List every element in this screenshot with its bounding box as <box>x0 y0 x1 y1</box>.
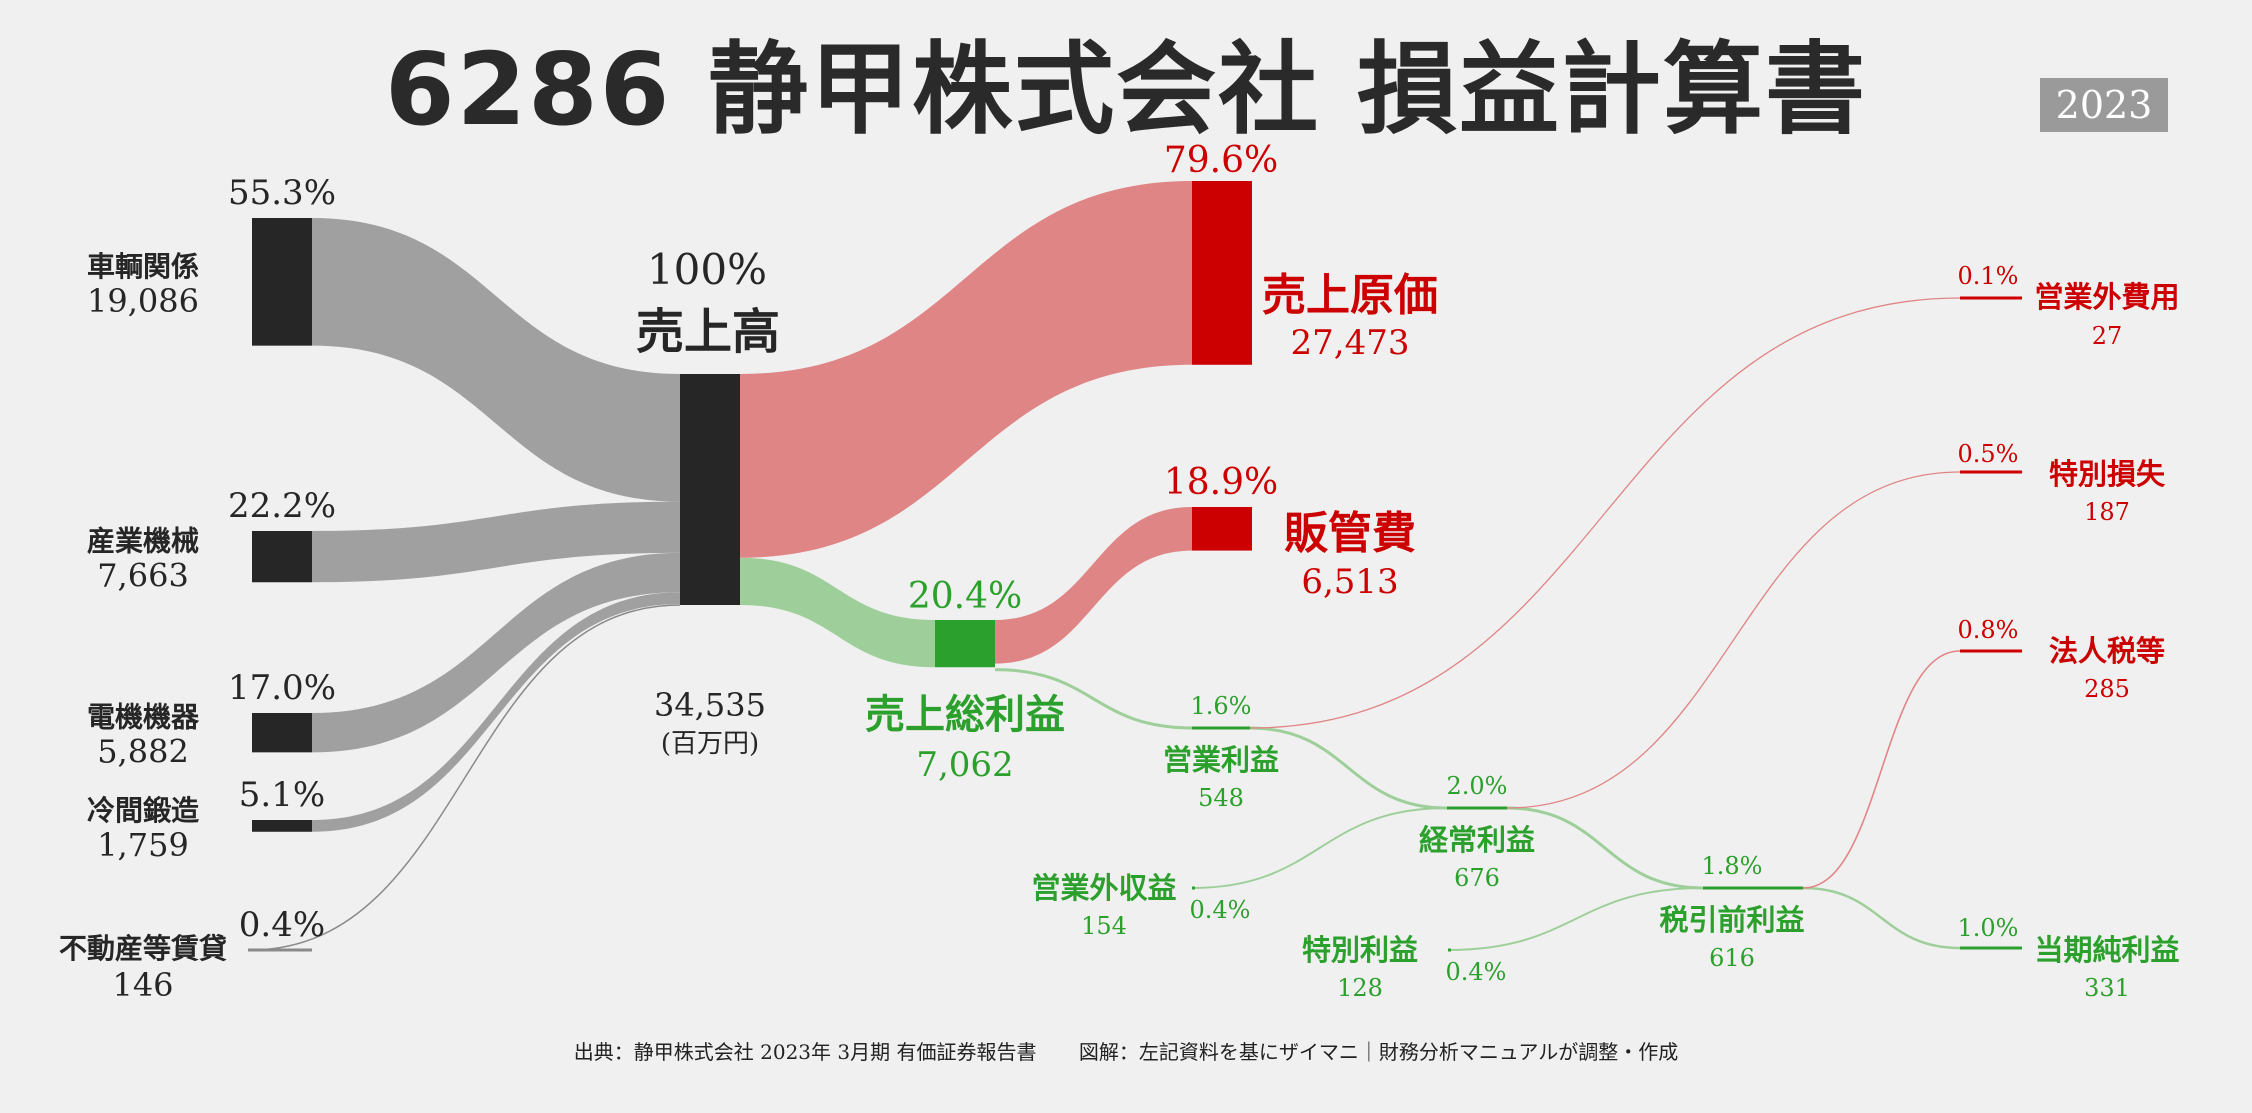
pct-operating-profit: 1.6% <box>1191 692 1252 720</box>
node-sga <box>1192 507 1252 551</box>
flow-vehicle <box>312 218 680 502</box>
value-industrial: 7,663 <box>97 557 189 595</box>
label-revenue: 売上高 <box>636 304 780 360</box>
value-realestate: 146 <box>112 966 173 1004</box>
node-vehicle <box>252 218 312 346</box>
label-industrial: 産業機械 <box>87 525 199 558</box>
label-sga: 販管費 <box>1284 508 1416 559</box>
flow-op-to-ordinary <box>1249 726 1448 810</box>
value-non-op-income: 154 <box>1081 912 1127 940</box>
label-ext-loss: 特別損失 <box>2049 457 2166 491</box>
value-ordinary-profit: 676 <box>1454 864 1500 892</box>
pct-revenue: 100% <box>647 245 767 294</box>
value-sga: 6,513 <box>1301 562 1398 602</box>
pct-cogs: 79.6% <box>1164 140 1278 181</box>
pct-ext-loss: 0.5% <box>1958 440 2019 468</box>
value-operating-profit: 548 <box>1198 784 1244 812</box>
pct-tax: 0.8% <box>1958 616 2019 644</box>
chart-title: 6286 静甲株式会社 損益計算書 <box>385 31 1867 148</box>
node-revenue <box>680 374 740 605</box>
pct-realestate: 0.4% <box>239 905 325 945</box>
flow-net-income <box>1802 886 1961 950</box>
year-badge: 2023 <box>2040 78 2168 132</box>
source-note: 出典：静甲株式会社 2023年 3月期 有価証券報告書 <box>573 1040 1037 1064</box>
pct-electric: 17.0% <box>228 668 336 708</box>
label-electric: 電機機器 <box>87 701 200 734</box>
label-realestate: 不動産等賃貸 <box>59 932 227 965</box>
label-gross-profit: 売上総利益 <box>865 692 1065 738</box>
value-net-income: 331 <box>2084 974 2130 1002</box>
unit-label: (百万円) <box>661 729 759 759</box>
value-pretax-profit: 616 <box>1709 944 1755 972</box>
label-ordinary-profit: 経常利益 <box>1419 823 1535 857</box>
value-forging: 1,759 <box>97 826 189 864</box>
value-electric: 5,882 <box>97 733 189 771</box>
pct-ext-income: 0.4% <box>1446 958 1507 986</box>
node-cogs <box>1192 181 1252 365</box>
pct-ordinary-profit: 2.0% <box>1447 772 1508 800</box>
node-forging <box>252 820 312 832</box>
pct-gross-profit: 20.4% <box>908 576 1022 617</box>
label-pretax-profit: 税引前利益 <box>1659 903 1804 937</box>
node-electric <box>252 713 312 753</box>
pct-pretax-profit: 1.8% <box>1702 852 1763 880</box>
value-gross-profit: 7,062 <box>916 745 1013 785</box>
flow-ordinary-to-pretax <box>1506 806 1704 890</box>
value-revenue: 34,535 <box>654 686 766 724</box>
flow-cogs <box>740 181 1192 558</box>
flow-industrial <box>312 501 680 583</box>
flow-ext-income <box>1447 887 1704 951</box>
flow-electric <box>312 552 680 753</box>
flow-operating-profit <box>994 668 1193 730</box>
pct-industrial: 22.2% <box>228 486 336 526</box>
flow-non-op-expense <box>1249 297 1961 729</box>
node-industrial <box>252 531 312 583</box>
pct-non-op-expense: 0.1% <box>1958 262 2019 290</box>
label-cogs: 売上原価 <box>1262 270 1438 321</box>
credit-note: 図解：左記資料を基にザイマニ｜財務分析マニュアルが調整・作成 <box>1078 1040 1679 1064</box>
value-ext-income: 128 <box>1337 974 1383 1002</box>
label-net-income: 当期純利益 <box>2034 933 2179 967</box>
value-non-op-expense: 27 <box>2092 322 2123 350</box>
label-non-op-income: 営業外収益 <box>1031 871 1176 905</box>
pct-net-income: 1.0% <box>1958 914 2019 942</box>
flow-gross-profit <box>740 557 935 668</box>
node-gross-profit <box>935 620 995 668</box>
value-cogs: 27,473 <box>1291 323 1410 363</box>
label-forging: 冷間鍛造 <box>87 794 199 827</box>
pct-non-op-income: 0.4% <box>1190 896 1251 924</box>
pct-vehicle: 55.3% <box>228 173 336 213</box>
pct-forging: 5.1% <box>239 775 325 815</box>
pct-sga: 18.9% <box>1164 462 1278 503</box>
flow-tax <box>1802 650 1961 889</box>
value-ext-loss: 187 <box>2084 498 2130 526</box>
flow-realestate <box>249 604 681 951</box>
flow-ext-loss <box>1506 471 1961 809</box>
flow-non-op-income <box>1191 807 1448 889</box>
value-vehicle: 19,086 <box>87 282 199 320</box>
label-vehicle: 車輌関係 <box>87 250 199 283</box>
label-tax: 法人税等 <box>2049 634 2165 668</box>
footer: 出典：静甲株式会社 2023年 3月期 有価証券報告書 図解：左記資料を基にザイ… <box>0 1036 2252 1065</box>
value-tax: 285 <box>2084 675 2130 703</box>
label-ext-income: 特別利益 <box>1302 933 1418 967</box>
label-non-op-expense: 営業外費用 <box>2034 280 2179 314</box>
flow-forging <box>312 592 680 832</box>
label-operating-profit: 営業利益 <box>1163 743 1279 777</box>
flow-sga <box>995 507 1192 664</box>
